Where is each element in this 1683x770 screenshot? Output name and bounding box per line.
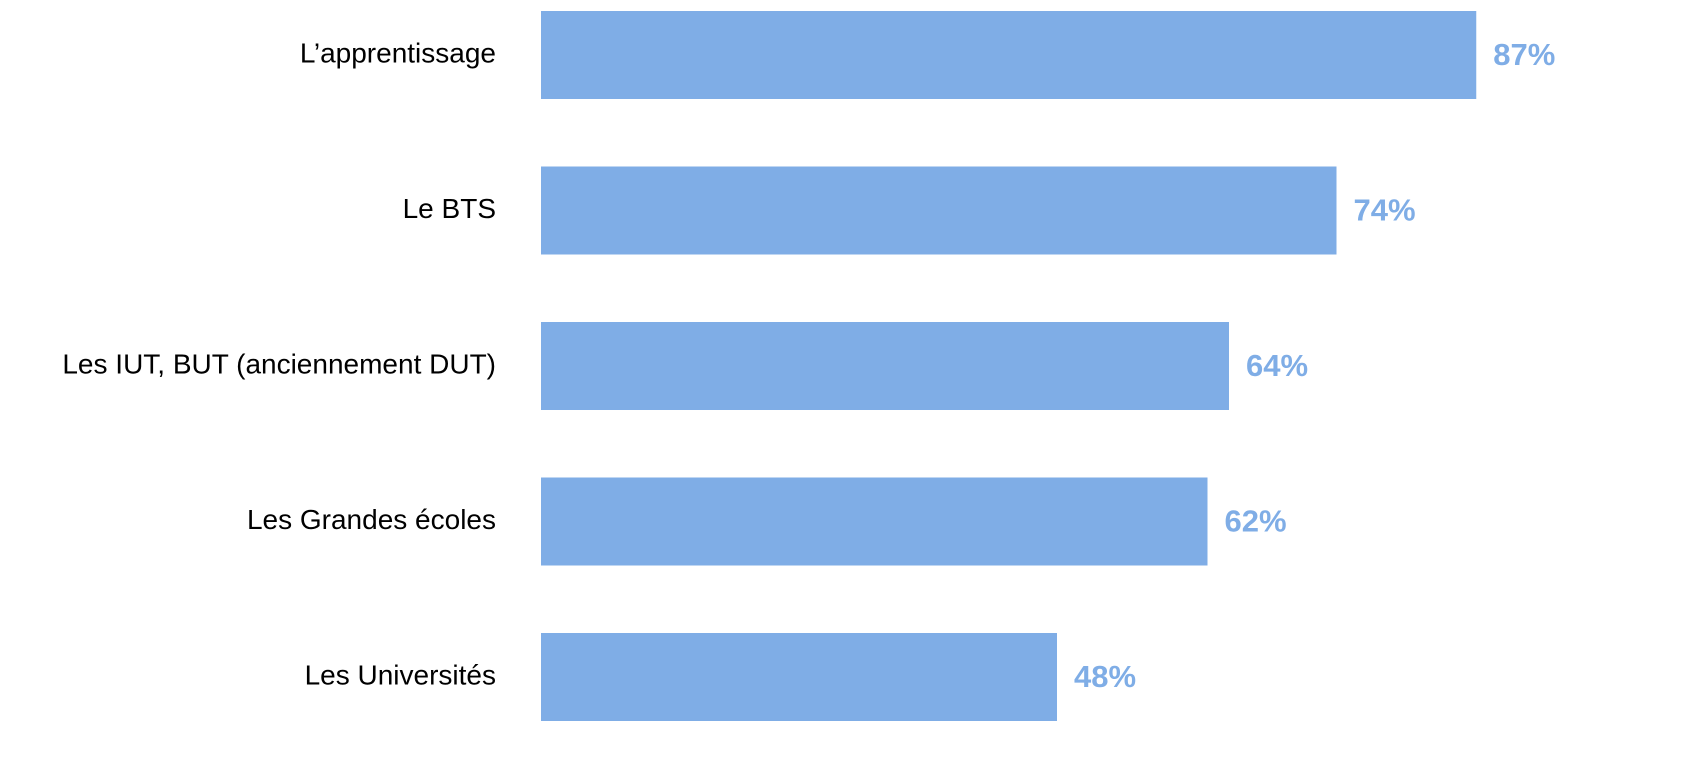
value-label: 74% bbox=[1354, 193, 1416, 228]
bar bbox=[541, 477, 1208, 566]
value-label: 64% bbox=[1246, 348, 1308, 383]
value-label: 48% bbox=[1074, 659, 1136, 694]
value-label: 87% bbox=[1493, 37, 1555, 72]
category-label: Le BTS bbox=[403, 193, 496, 224]
category-label: Les Universités bbox=[305, 659, 496, 690]
bar bbox=[541, 11, 1477, 99]
bar bbox=[541, 322, 1229, 410]
value-label: 62% bbox=[1225, 504, 1287, 539]
category-label: Les Grandes écoles bbox=[247, 504, 496, 535]
bar bbox=[541, 166, 1337, 255]
category-label: Les IUT, BUT (anciennement DUT) bbox=[62, 348, 496, 379]
category-label: L’apprentissage bbox=[300, 37, 496, 68]
bar bbox=[541, 633, 1057, 721]
